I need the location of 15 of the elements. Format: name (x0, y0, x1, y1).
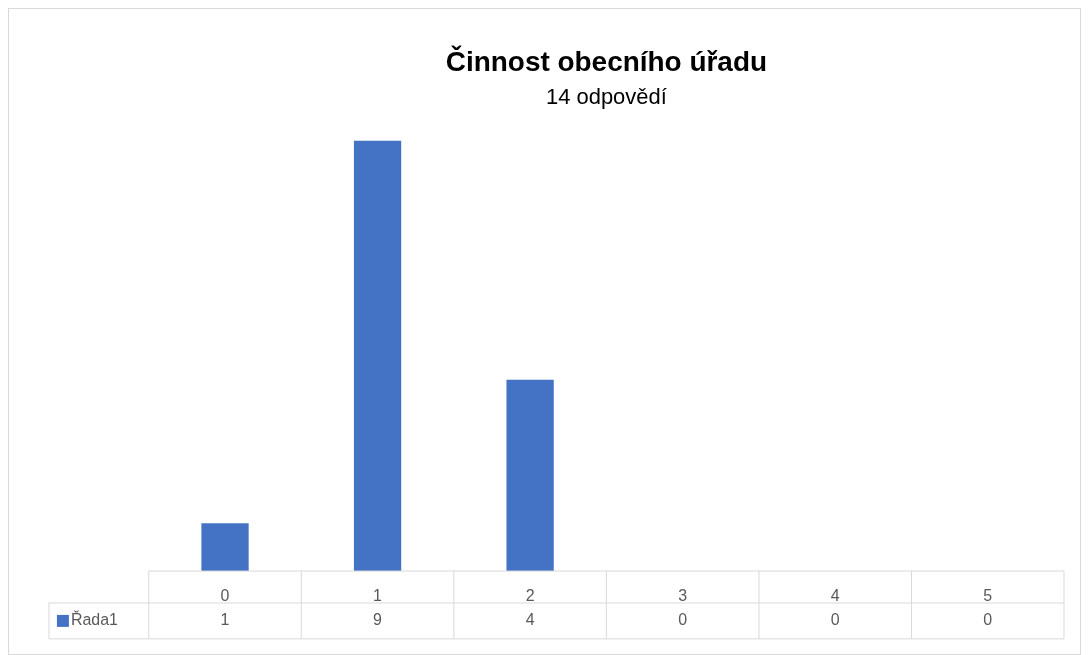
x-tick-label: 3 (678, 586, 688, 604)
x-tick-label: 1 (373, 586, 383, 604)
x-tick-label: 5 (983, 586, 993, 604)
chart-title: Činnost obecního úřadu (445, 46, 768, 78)
data-label: 1 (220, 611, 230, 629)
x-tick-label: 2 (525, 586, 535, 604)
x-tick-label: 4 (830, 586, 840, 604)
data-label: 0 (983, 611, 993, 629)
data-label: 9 (373, 611, 383, 629)
x-tick-label: 0 (220, 586, 230, 604)
chart-subtitle: 14 odpovědí (545, 83, 667, 109)
legend-label: Řada1 (70, 610, 119, 629)
data-label: 0 (830, 611, 840, 629)
data-label: 4 (525, 611, 535, 629)
data-label: 0 (678, 611, 688, 629)
